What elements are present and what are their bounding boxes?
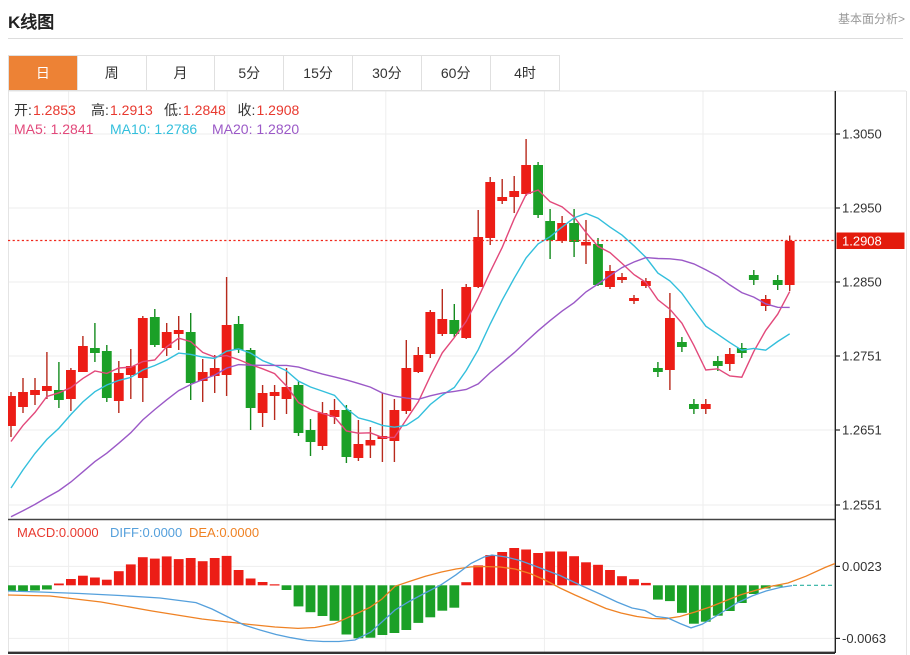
svg-text:0.0023: 0.0023 [842,559,882,574]
svg-text:1.2950: 1.2950 [842,201,882,216]
svg-text:1.2651: 1.2651 [842,423,882,438]
svg-text:1.2908: 1.2908 [842,234,882,249]
svg-text:1.2751: 1.2751 [842,349,882,364]
svg-text:1.2850: 1.2850 [842,275,882,290]
svg-text:1.2551: 1.2551 [842,498,882,513]
svg-text:-0.0063: -0.0063 [842,631,886,646]
svg-text:1.3050: 1.3050 [842,127,882,142]
